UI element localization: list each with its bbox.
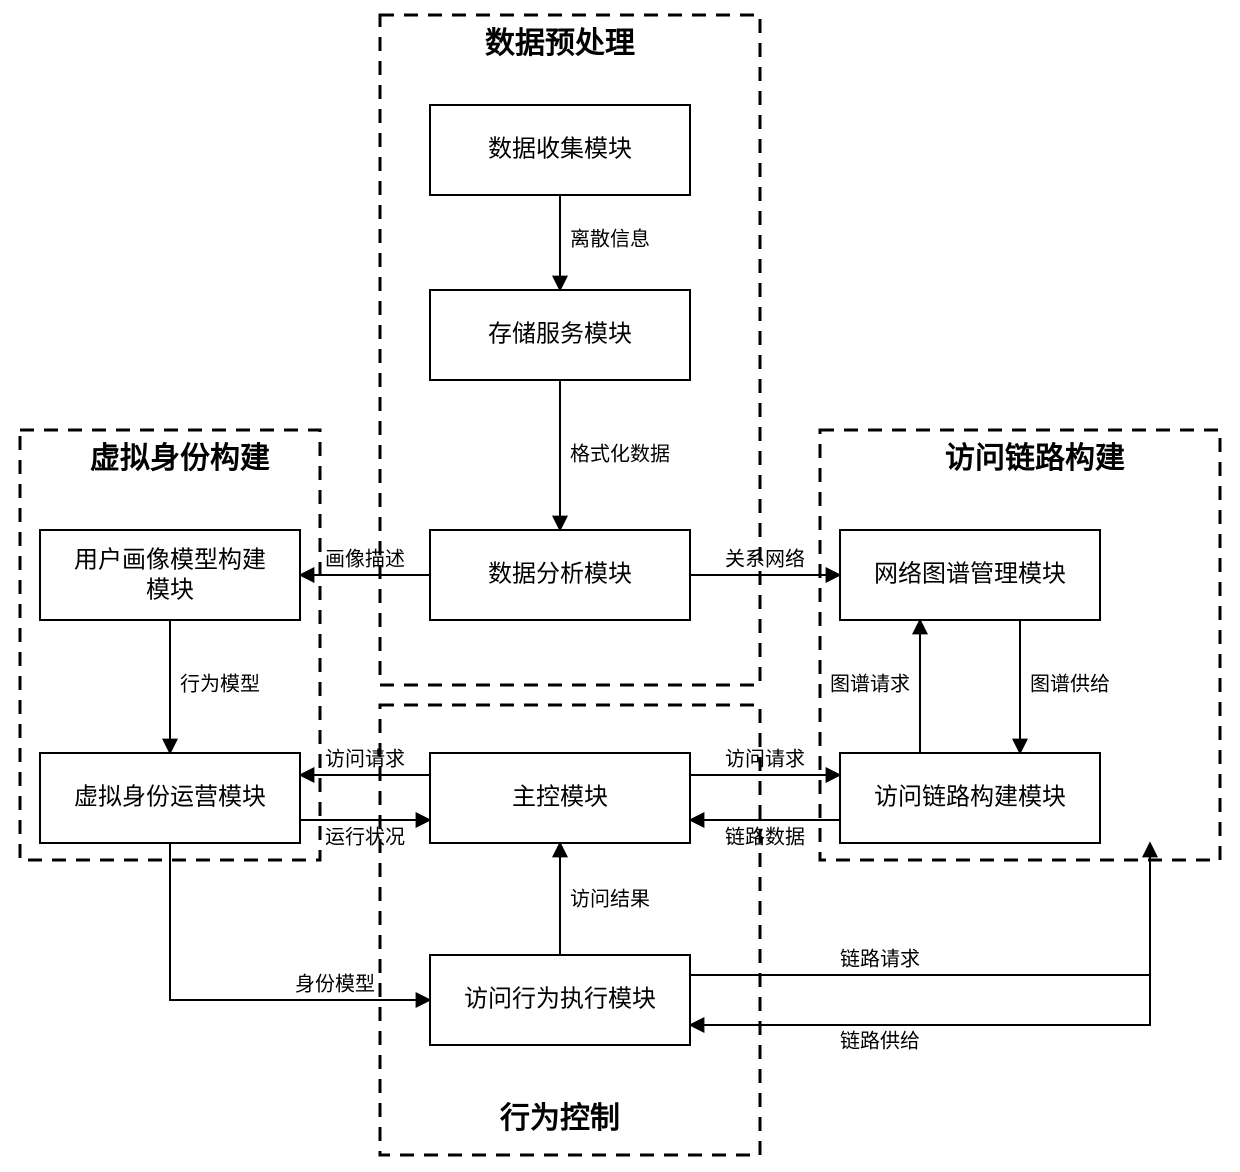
edge-data-collect-storage-label: 离散信息 bbox=[570, 227, 650, 250]
node-label-main-ctrl: 主控模块 bbox=[512, 783, 608, 810]
node-label-access-exec: 访问行为执行模块 bbox=[464, 985, 656, 1012]
node-label-data-collect: 数据收集模块 bbox=[488, 135, 632, 162]
edge-main-ctrl-link-build-label-b: 链路数据 bbox=[725, 825, 805, 848]
group-title-g-id: 虚拟身份构建 bbox=[90, 442, 270, 475]
edge-access-exec-main-ctrl-label: 访问结果 bbox=[570, 887, 650, 910]
group-title-g-preproc: 数据预处理 bbox=[485, 27, 635, 60]
edge-main-ctrl-id-ops-label-b: 运行状况 bbox=[325, 825, 405, 848]
edge-data-analysis-graph-mgmt-label: 关系网络 bbox=[725, 547, 805, 570]
node-label-link-build: 访问链路构建模块 bbox=[874, 783, 1066, 810]
node-label-profile-2: 模块 bbox=[146, 576, 194, 603]
node-label-data-analysis: 数据分析模块 bbox=[488, 560, 632, 587]
edge-graph-mgmt-link-build-label-down: 图谱供给 bbox=[1030, 672, 1110, 695]
edge-data-analysis-profile-label: 画像描述 bbox=[325, 547, 405, 570]
edge-main-ctrl-link-build-label-a: 访问请求 bbox=[725, 747, 805, 770]
group-title-g-ctrl: 行为控制 bbox=[499, 1102, 620, 1135]
edge-link-build-access-exec-label-b: 链路供给 bbox=[840, 1029, 920, 1052]
node-label-profile-1: 用户画像模型构建 bbox=[74, 546, 266, 573]
group-title-g-link: 访问链路构建 bbox=[945, 441, 1125, 475]
node-label-id-ops: 虚拟身份运营模块 bbox=[74, 783, 266, 810]
edge-id-ops-access-exec-label: 身份模型 bbox=[295, 972, 375, 995]
edge-graph-mgmt-link-build-label-up: 图谱请求 bbox=[830, 672, 910, 695]
edge-storage-data-analysis-label: 格式化数据 bbox=[570, 442, 670, 465]
edge-link-build-access-exec-label-a: 链路请求 bbox=[840, 947, 920, 970]
node-label-graph-mgmt: 网络图谱管理模块 bbox=[874, 560, 1066, 587]
edge-main-ctrl-id-ops-label-a: 访问请求 bbox=[325, 747, 405, 770]
edge-profile-id-ops-label: 行为模型 bbox=[180, 672, 260, 695]
node-label-storage: 存储服务模块 bbox=[488, 320, 632, 347]
node-profile bbox=[40, 530, 300, 620]
